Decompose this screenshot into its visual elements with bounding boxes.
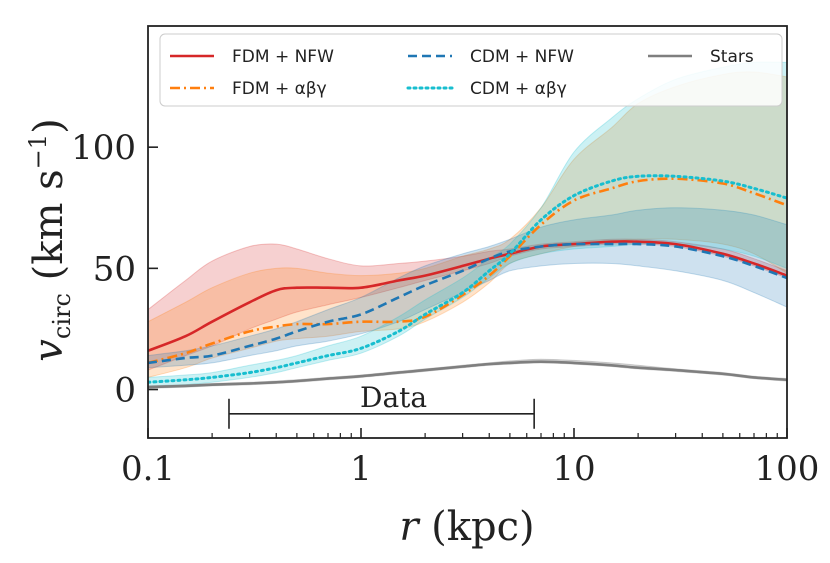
band-cdm-abg: [148, 61, 787, 388]
band-cdm-nfw: [148, 207, 787, 369]
data-range-label: Data: [360, 381, 427, 414]
legend-label-fdm-abg: FDM + αβγ: [232, 79, 327, 99]
y-tick-label: 0: [114, 371, 136, 411]
x-tick-label: 0.1: [121, 449, 175, 489]
y-axis-title: vcirc (km s−1): [24, 118, 76, 361]
line-stars: [148, 360, 787, 389]
svg-text:r (kpc): r (kpc): [399, 504, 534, 550]
x-tick-label: 1: [350, 449, 372, 489]
y-tick-label: 100: [71, 128, 136, 168]
legend-label-stars: Stars: [710, 47, 754, 67]
y-tick-label: 50: [93, 249, 136, 289]
legend-label-cdm-abg: CDM + αβγ: [470, 79, 567, 99]
legend-label-fdm-nfw: FDM + NFW: [232, 47, 334, 67]
legend-label-cdm-nfw: CDM + NFW: [470, 47, 574, 67]
legend-box: [159, 33, 783, 107]
x-tick-label: 10: [552, 449, 595, 489]
line-cdm-abg: [148, 174, 787, 384]
x-tick-label: 100: [755, 449, 820, 489]
x-axis-title: r (kpc): [399, 504, 534, 550]
band-fdm-nfw: [148, 238, 787, 371]
plot-frame: [147, 25, 788, 439]
line-fdm-abg: [148, 177, 787, 365]
band-fdm-abg: [148, 71, 787, 378]
line-cdm-nfw: [148, 242, 787, 365]
line-fdm-nfw: [148, 240, 787, 353]
legend: FDM + NFW FDM + αβγ CDM + NFW CDM + αβγ Star…: [159, 33, 783, 107]
svg-text:vcirc (km s−1): vcirc (km s−1): [24, 118, 76, 361]
